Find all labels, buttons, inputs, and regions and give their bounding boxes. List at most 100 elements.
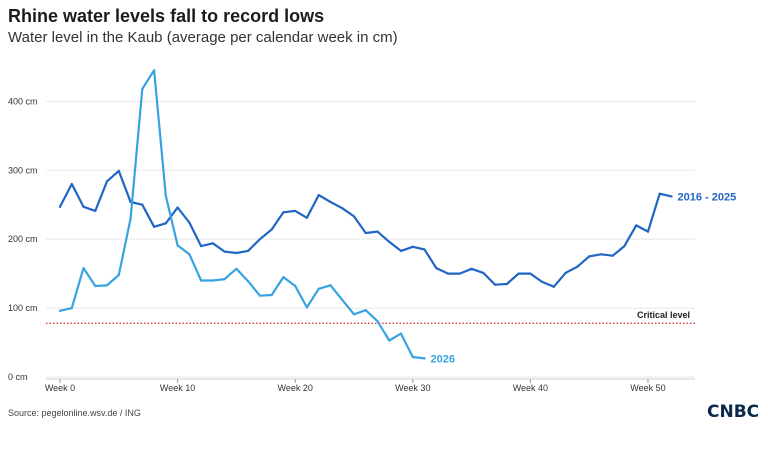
series-label: 2026 <box>431 353 455 365</box>
series-2026-point <box>188 253 191 256</box>
series-2016-2025-point <box>670 195 673 198</box>
series-2026-point <box>152 69 156 72</box>
series-lines <box>58 69 673 360</box>
series-labels: 2016 - 2025 2026 <box>431 191 737 365</box>
series-2026-point <box>411 355 414 359</box>
series-2026-point <box>317 287 320 290</box>
x-tick-label: Week 10 <box>160 383 195 393</box>
series-2016-2025-line <box>58 169 673 288</box>
series-2016-2025-point <box>635 224 638 227</box>
series-2026-point <box>341 298 344 301</box>
series-2016-2025-point <box>70 182 73 186</box>
series-2026-point <box>305 306 309 309</box>
y-tick-label: 300 cm <box>8 165 38 175</box>
series-2016-2025-point <box>235 251 238 255</box>
series-2016-2025-point <box>482 271 485 275</box>
series-2016-2025-point <box>82 205 85 208</box>
series-2016-2025-point <box>176 206 179 209</box>
series-2016-2025-point <box>58 205 62 208</box>
series-2016-2025-point <box>364 231 367 235</box>
series-2026-point <box>364 309 367 312</box>
chart-title: Rhine water levels fall to record lows <box>8 6 325 26</box>
series-2026-point <box>176 244 179 247</box>
series-2016-2025-point <box>529 272 532 275</box>
source-note: Source: pegelonline.wsv.de / ING <box>8 408 141 418</box>
series-2016-2025-point <box>376 230 379 233</box>
series-2016-2025-point <box>458 272 461 275</box>
series-2016-2025-point <box>117 169 120 173</box>
series-2026-point <box>164 194 167 197</box>
series-2016-2025-point <box>282 211 285 214</box>
series-2026-point <box>388 339 391 342</box>
series-2016-2025-point <box>646 230 650 233</box>
critical-level-line: Critical level <box>46 310 695 324</box>
series-2026-point <box>70 306 73 310</box>
series-2016-2025-point <box>352 215 356 218</box>
series-label: 2016 - 2025 <box>677 191 736 203</box>
series-2016-2025-point <box>164 222 167 225</box>
series-2016-2025-point <box>305 216 309 219</box>
series-2026-point <box>200 279 203 282</box>
critical-level-label: Critical level <box>637 310 690 320</box>
x-axis-ticks: Week 0 Week 10 Week 20 Week 30 Week 40 Week 5… <box>45 378 695 393</box>
y-axis-ticks: 0 cm 100 cm 200 cm 300 cm 400 cm <box>8 96 38 382</box>
series-2016-2025-point <box>270 228 273 231</box>
series-2026-point <box>423 357 426 360</box>
series-2016-2025-point <box>564 271 567 275</box>
y-tick-label: 400 cm <box>8 96 38 106</box>
series-2026-point <box>58 309 62 312</box>
series-2016-2025-point <box>399 249 403 252</box>
series-2026-line <box>58 69 426 360</box>
series-2016-2025-point <box>317 193 320 197</box>
cnbc-logo: CNBC <box>707 402 760 422</box>
series-2016-2025-point <box>423 248 426 251</box>
series-2016-2025-point <box>446 272 450 275</box>
x-tick-label: Week 40 <box>513 383 548 393</box>
series-2026-point <box>82 267 85 270</box>
y-tick-label: 200 cm <box>8 234 38 244</box>
y-tick-label: 0 cm <box>8 372 28 382</box>
series-2016-2025-point <box>188 221 191 224</box>
series-2016-2025-point <box>94 209 97 213</box>
x-tick-label: Week 30 <box>395 383 430 393</box>
series-2016-2025-point <box>517 272 520 275</box>
series-2026-point <box>282 275 285 279</box>
series-2016-2025-point <box>493 283 497 286</box>
series-2026-point <box>235 267 238 270</box>
series-2016-2025-point <box>588 255 591 258</box>
series-2016-2025-point <box>223 250 226 253</box>
series-2016-2025-point <box>470 267 473 270</box>
series-2016-2025-point <box>552 285 555 288</box>
series-2016-2025-point <box>105 180 109 183</box>
series-2016-2025-point <box>258 238 262 241</box>
series-2016-2025-point <box>541 280 544 283</box>
series-2026-point <box>211 279 214 282</box>
gridlines <box>46 100 695 378</box>
series-2026-point <box>399 332 403 335</box>
series-2026-point <box>294 284 297 288</box>
series-2026-point <box>141 87 144 91</box>
series-2026-point <box>94 284 97 288</box>
series-2016-2025-point <box>152 225 156 228</box>
x-tick-label: Week 20 <box>278 383 313 393</box>
series-2026-point <box>270 293 273 297</box>
x-tick-label: Week 0 <box>45 383 75 393</box>
x-tick-label: Week 50 <box>630 383 665 393</box>
series-2016-2025-point <box>411 245 414 248</box>
series-2016-2025-point <box>247 249 250 252</box>
series-2016-2025-point <box>341 207 344 210</box>
series-2026-point <box>129 217 132 220</box>
series-2016-2025-point <box>658 192 661 195</box>
series-2016-2025-point <box>599 253 603 256</box>
y-tick-label: 100 cm <box>8 303 38 313</box>
series-2016-2025-point <box>505 282 508 286</box>
series-2016-2025-point <box>141 203 144 206</box>
series-2026-point <box>352 313 356 316</box>
series-2026-point <box>376 320 379 323</box>
series-2016-2025-point <box>211 242 214 245</box>
series-2016-2025-point <box>611 254 614 257</box>
series-2016-2025-point <box>388 240 391 244</box>
series-2016-2025-point <box>576 265 579 268</box>
series-2016-2025-point <box>435 267 438 270</box>
